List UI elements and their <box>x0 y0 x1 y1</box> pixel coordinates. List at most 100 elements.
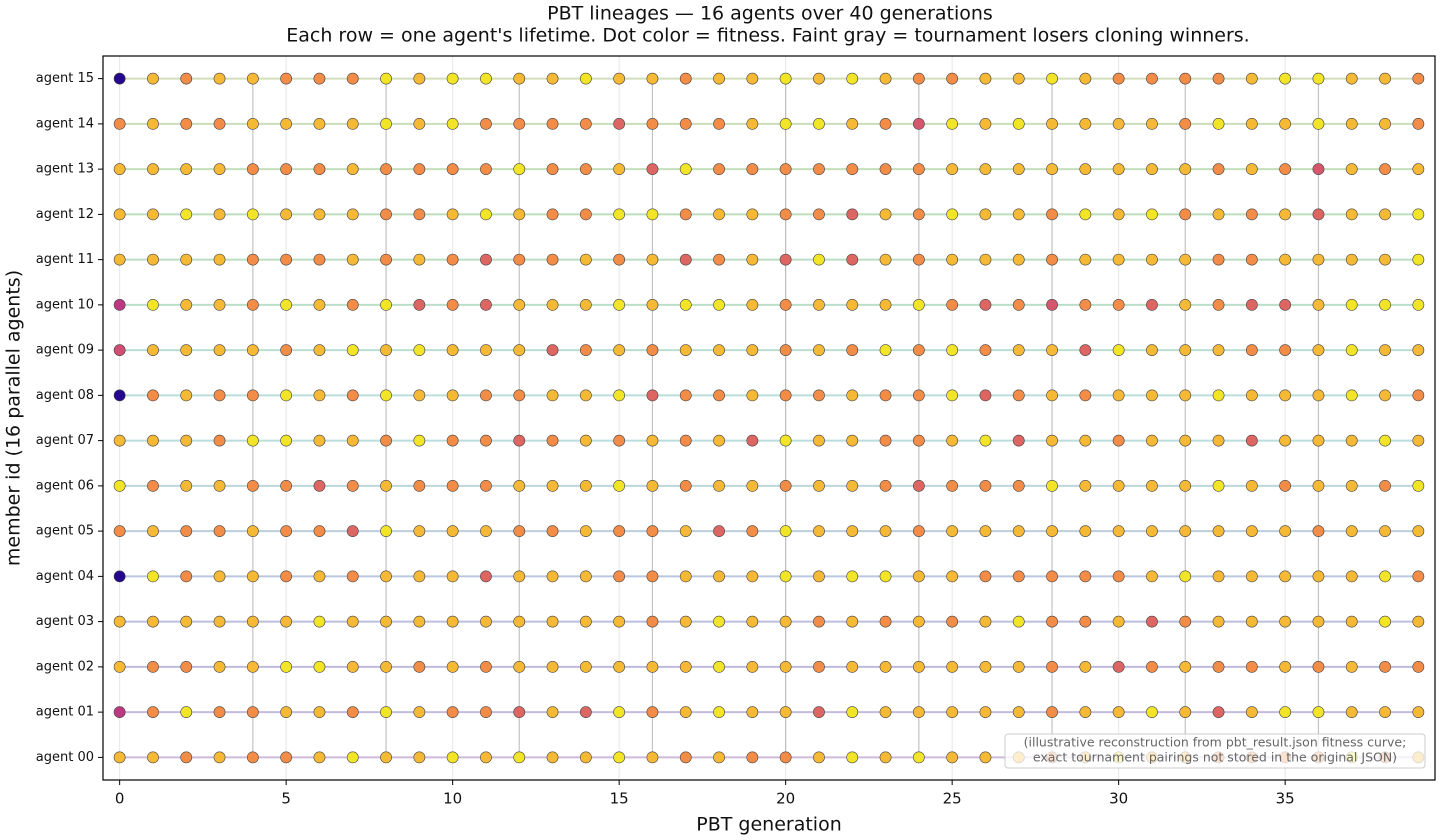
fitness-dot <box>246 389 259 402</box>
fitness-dot <box>912 434 925 447</box>
fitness-dot <box>246 525 259 538</box>
fitness-dot <box>746 570 759 583</box>
fitness-dot <box>979 117 992 130</box>
fitness-dot <box>313 389 326 402</box>
fitness-dot <box>979 208 992 221</box>
fitness-dot <box>180 344 193 357</box>
fitness-dot <box>346 72 359 85</box>
fitness-dot <box>846 344 859 357</box>
fitness-dot <box>313 615 326 628</box>
fitness-dot <box>546 208 559 221</box>
fitness-dot <box>679 344 692 357</box>
fitness-dot <box>246 72 259 85</box>
fitness-dot <box>1112 570 1125 583</box>
fitness-dot <box>946 479 959 492</box>
fitness-dot <box>613 570 626 583</box>
fitness-dot <box>1112 479 1125 492</box>
fitness-dot <box>579 208 592 221</box>
fitness-dot <box>446 660 459 673</box>
fitness-dot <box>513 615 526 628</box>
fitness-dot <box>1312 525 1325 538</box>
fitness-dot <box>1112 615 1125 628</box>
fitness-dot <box>979 570 992 583</box>
fitness-dot <box>246 751 259 764</box>
fitness-dot <box>180 706 193 719</box>
fitness-dot <box>713 344 725 357</box>
fitness-dot <box>1012 208 1025 221</box>
fitness-dot <box>546 570 559 583</box>
fitness-dot <box>380 344 392 357</box>
fitness-dot <box>813 298 825 311</box>
fitness-dot <box>480 344 492 357</box>
fitness-dot <box>246 253 259 266</box>
fitness-dot <box>313 253 326 266</box>
fitness-dot <box>646 615 659 628</box>
fitness-dot <box>779 208 792 221</box>
fitness-dot <box>1012 479 1025 492</box>
fitness-dot <box>513 163 526 176</box>
fitness-dot <box>946 570 959 583</box>
fitness-dot <box>879 615 892 628</box>
fitness-dot <box>1412 525 1425 538</box>
fitness-dot <box>513 751 526 764</box>
fitness-dot <box>646 163 659 176</box>
fitness-dot <box>147 117 159 130</box>
fitness-dot <box>313 525 326 538</box>
fitness-dot <box>346 525 359 538</box>
fitness-dot <box>313 117 326 130</box>
fitness-dot <box>1012 117 1025 130</box>
fitness-dot <box>246 615 259 628</box>
fitness-dot <box>946 163 959 176</box>
fitness-dot <box>280 344 293 357</box>
fitness-dot <box>446 117 459 130</box>
fitness-dot <box>1312 479 1325 492</box>
fitness-dot <box>113 434 126 447</box>
fitness-dot <box>613 525 626 538</box>
y-tick-label: agent 05 <box>36 524 94 539</box>
fitness-dot <box>480 298 492 311</box>
fitness-dot <box>946 72 959 85</box>
fitness-dot <box>1412 389 1425 402</box>
fitness-dot <box>979 660 992 673</box>
y-tick-label: agent 03 <box>36 614 94 629</box>
fitness-dot <box>1146 163 1158 176</box>
fitness-dot <box>1112 434 1125 447</box>
fitness-dot <box>513 525 526 538</box>
fitness-dot <box>646 208 659 221</box>
fitness-dot <box>846 163 859 176</box>
fitness-dot <box>846 434 859 447</box>
fitness-dot <box>1279 479 1292 492</box>
fitness-dot <box>746 479 759 492</box>
fitness-dot <box>546 479 559 492</box>
fitness-dot <box>213 344 226 357</box>
fitness-dot <box>1146 344 1158 357</box>
fitness-dot <box>1379 298 1391 311</box>
fitness-dot <box>380 479 392 492</box>
fitness-dot <box>1245 434 1258 447</box>
fitness-dot <box>1212 525 1225 538</box>
fitness-dot <box>879 389 892 402</box>
fitness-dot <box>946 525 959 538</box>
fitness-dot <box>1079 298 1092 311</box>
fitness-dot <box>113 479 126 492</box>
fitness-dot <box>946 751 959 764</box>
fitness-dot <box>646 706 659 719</box>
fitness-dot <box>1179 298 1192 311</box>
fitness-dot <box>1312 163 1325 176</box>
fitness-dot <box>147 253 159 266</box>
fitness-dot <box>1212 298 1225 311</box>
fitness-dot <box>912 615 925 628</box>
fitness-dot <box>679 298 692 311</box>
fitness-dot <box>213 479 226 492</box>
fitness-dot <box>1379 208 1391 221</box>
fitness-dot <box>879 253 892 266</box>
fitness-dot <box>879 706 892 719</box>
fitness-dot <box>1212 389 1225 402</box>
fitness-dot <box>180 660 193 673</box>
fitness-dot <box>746 253 759 266</box>
fitness-dot <box>180 253 193 266</box>
fitness-dot <box>1245 163 1258 176</box>
fitness-dot <box>346 570 359 583</box>
fitness-dot <box>1112 208 1125 221</box>
fitness-dot <box>879 72 892 85</box>
